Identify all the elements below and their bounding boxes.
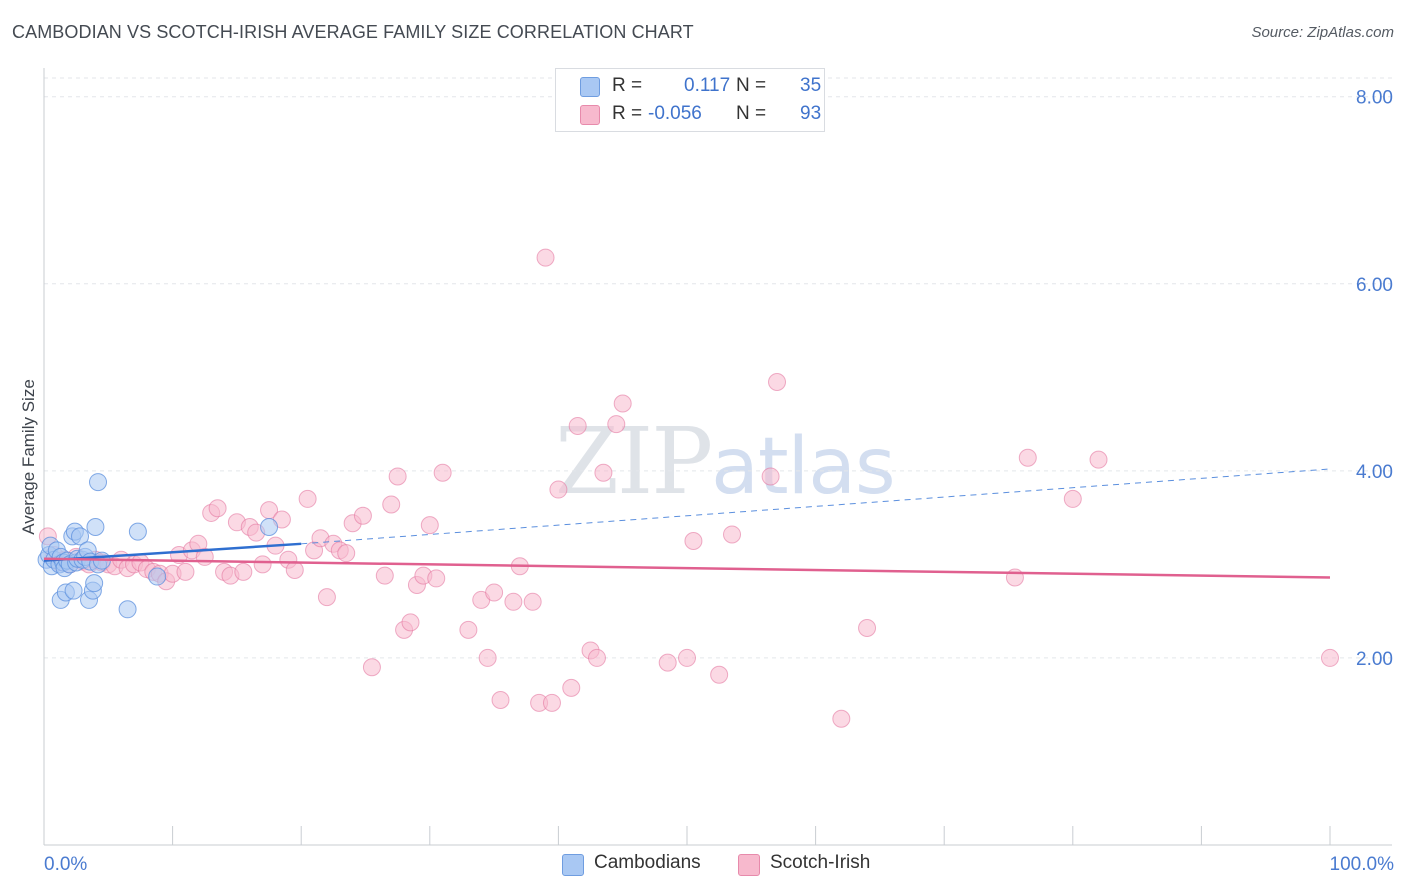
- scotch-irish-point: [542, 693, 561, 712]
- scotch-irish-point: [832, 709, 851, 728]
- legend-r-value: -0.056: [648, 103, 702, 124]
- scotch-irish-point: [362, 658, 381, 677]
- scotch-irish-point: [594, 463, 613, 482]
- scotch-irish-point: [768, 372, 787, 391]
- scotch-irish-point: [658, 653, 677, 672]
- scotch-irish-point: [536, 248, 555, 267]
- scotch-irish-point: [285, 561, 304, 580]
- scotch-irish-point: [523, 592, 542, 611]
- scotch-irish-point: [587, 648, 606, 667]
- cambodian-point: [86, 517, 105, 536]
- y-tick-label: 2.00: [1356, 649, 1393, 670]
- y-axis-label: Average Family Size: [19, 379, 38, 535]
- scotch-irish-point: [1089, 450, 1108, 469]
- bottom-legend-label: Scotch-Irish: [770, 852, 871, 873]
- scotch-irish-points: [38, 248, 1339, 728]
- legend-n-label: N =: [736, 75, 767, 96]
- legend-r-label: R =: [612, 103, 643, 124]
- scotch-irish-point: [382, 495, 401, 514]
- scotch-irish-point: [858, 618, 877, 637]
- scotch-irish-point: [253, 555, 272, 574]
- watermark: ZIPatlas: [555, 408, 896, 515]
- scotch-irish-trend-line: [43, 557, 1331, 579]
- scotch-irish-point: [234, 562, 253, 581]
- cambodian-point: [64, 581, 83, 600]
- cambodian-point: [89, 473, 108, 492]
- scotch-irish-point: [208, 499, 227, 518]
- cambodian-point: [148, 567, 167, 586]
- scotch-irish-point: [459, 620, 478, 639]
- scotch-irish-point: [761, 467, 780, 486]
- scotch-irish-point: [427, 569, 446, 588]
- cambodian-point: [71, 527, 90, 546]
- y-tick-label: 6.00: [1356, 275, 1393, 296]
- scotch-irish-point: [684, 532, 703, 551]
- legend-r-label: R =: [612, 75, 643, 96]
- y-tick-label: 4.00: [1356, 462, 1393, 483]
- x-tick-label: 100.0%: [1330, 854, 1395, 875]
- legend-n-value: 93: [800, 103, 822, 124]
- scotch-irish-point: [420, 516, 439, 535]
- scotch-irish-point: [176, 562, 195, 581]
- x-tick-label: 0.0%: [44, 854, 87, 875]
- scotch-irish-point: [401, 613, 420, 632]
- scotch-irish-point: [607, 415, 626, 434]
- cambodian-points: [37, 473, 279, 619]
- cambodian-point: [118, 600, 137, 619]
- legend-swatch-cambodians: [580, 77, 600, 97]
- scotch-irish-point: [710, 665, 729, 684]
- bottom-legend-swatch: [738, 854, 760, 876]
- scotch-irish-point: [549, 480, 568, 499]
- cambodian-point: [85, 574, 104, 593]
- scotch-irish-point: [337, 544, 356, 563]
- bottom-legend-swatch: [562, 854, 584, 876]
- trend-lines: [43, 468, 1331, 579]
- scotch-irish-point: [504, 592, 523, 611]
- scotch-irish-point: [1063, 489, 1082, 508]
- scotch-irish-point: [1005, 568, 1024, 587]
- cambodian-point: [260, 517, 279, 536]
- y-tick-label: 8.00: [1356, 88, 1393, 109]
- scotch-irish-point: [568, 416, 587, 435]
- scotch-irish-point: [613, 394, 632, 413]
- legend-swatch-scotch-irish: [580, 105, 600, 125]
- bottom-legend-label: Cambodians: [594, 852, 701, 873]
- scotch-irish-point: [723, 525, 742, 544]
- scotch-irish-point: [298, 489, 317, 508]
- cambodian-trend-line: [43, 542, 302, 562]
- axes: [43, 68, 1392, 846]
- cambodian-point: [128, 522, 147, 541]
- stats-legend: R = 0.117 N = 35 R = -0.056 N = 93: [555, 68, 825, 132]
- watermark-atlas: atlas: [711, 422, 895, 512]
- scotch-irish-point: [433, 463, 452, 482]
- legend-n-value: 35: [800, 75, 822, 96]
- scotch-irish-point: [562, 678, 581, 697]
- scotch-irish-point: [353, 506, 372, 525]
- scotch-irish-point: [485, 583, 504, 602]
- scotch-irish-point: [1018, 448, 1037, 467]
- legend-r-value: 0.117: [684, 75, 731, 96]
- legend-row-cambodians: R = 0.117 N = 35: [556, 73, 824, 101]
- source-label: Source: ZipAtlas.com: [1251, 24, 1394, 41]
- axis-labels: 2.00 4.00 6.00 8.00 0.0% 100.0% Average Family…: [19, 88, 1394, 875]
- scotch-irish-point: [375, 566, 394, 585]
- scotch-irish-point: [1321, 648, 1339, 667]
- cambodian-trend-extension: [301, 468, 1331, 545]
- scotch-irish-point: [491, 691, 510, 710]
- scotch-irish-point: [478, 648, 497, 667]
- legend-row-scotch-irish: R = -0.056 N = 93: [556, 101, 824, 129]
- scotch-irish-point: [678, 648, 696, 667]
- legend-n-label: N =: [736, 103, 767, 124]
- scotch-irish-point: [317, 588, 336, 607]
- chart-title: CAMBODIAN VS SCOTCH-IRISH AVERAGE FAMILY…: [12, 22, 694, 42]
- scotch-irish-point: [388, 467, 407, 486]
